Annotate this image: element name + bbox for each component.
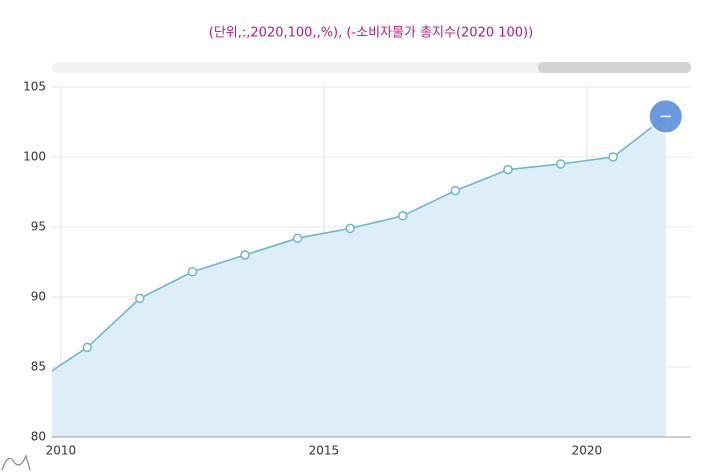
- point: [503, 164, 513, 175]
- x-tick-label: 2015: [309, 444, 340, 458]
- y-tick-label: 105: [23, 80, 46, 94]
- point: [31, 378, 39, 386]
- point: [292, 233, 303, 243]
- y-tick-label: 95: [31, 220, 46, 234]
- series: [31, 98, 684, 437]
- area: [52, 116, 666, 437]
- y-tick-label: 90: [31, 290, 46, 304]
- x-tick-label: 2010: [46, 444, 77, 458]
- point: [608, 152, 618, 162]
- scrollbar-thumb[interactable]: [538, 62, 691, 73]
- y-tick-label: 85: [31, 360, 46, 374]
- logo-icon: [1, 454, 31, 471]
- point: [450, 185, 461, 196]
- x-tick-label: 2020: [572, 444, 603, 458]
- point: [345, 223, 355, 234]
- y-tick-label: 100: [23, 150, 46, 164]
- chart-title: (단위,:,2020,100,,%), (-소비자물가 총지수(2020 100…: [209, 26, 533, 41]
- point: [187, 267, 198, 277]
- point: [82, 342, 92, 353]
- scrollbar-track[interactable]: [52, 62, 691, 73]
- y-tick-label: 80: [31, 430, 46, 444]
- point: [398, 211, 408, 221]
- point: [555, 159, 566, 169]
- point: [135, 293, 145, 304]
- point: [240, 250, 250, 260]
